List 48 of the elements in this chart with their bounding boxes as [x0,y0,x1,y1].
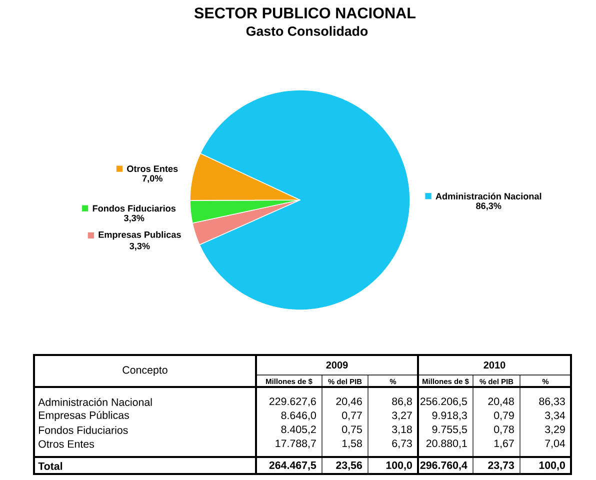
data-label: 0,75 [342,426,362,434]
legend-label: Otros Entes [127,166,178,172]
data-label: 7,0% [142,175,162,183]
data-label: 256.206,5 [420,398,467,406]
data-label: 8.646,0 [281,412,316,420]
data-label: 20,46 [336,398,362,406]
data-label: 17.788,7 [276,440,316,448]
data-label: 1,67 [494,440,514,448]
category-label: Administración Nacional [38,398,152,406]
data-label: 0,77 [342,412,362,420]
legend-label: Administración Nacional [436,192,542,200]
data-label: 0,78 [494,426,514,434]
data-label: 3,18 [392,426,412,434]
data-label: 23,73 [488,461,514,471]
category-label: Empresas Públicas [38,410,129,422]
category-label: Total [38,462,62,470]
data-label: 86,8 [392,398,412,406]
data-label: 20.880,1 [426,440,467,448]
data-label: 3,3% [124,214,144,223]
data-label: 23,56 [336,461,362,471]
data-label: 100,0 [386,461,412,471]
text: 2010 [484,361,506,369]
data-label: 86,3% [476,202,502,210]
data-label: 9.918,3 [432,412,467,420]
data-label: 6,73 [392,440,412,448]
data-label: 1,58 [342,440,362,448]
chart-subtitle: Gasto Consolidado [246,26,368,36]
data-label: 296.760,4 [420,461,468,471]
data-label: 100,0 [539,461,565,471]
data-label: 3,3% [130,242,150,251]
data-label: 0,79 [494,412,514,420]
data-label: 7,04 [545,440,566,448]
text: 2009 [326,361,348,369]
text: Concepto [122,366,168,376]
category-label: Fondos Fiduciarios [38,426,128,434]
data-label: 9.755,5 [432,426,467,434]
data-label: 229.627,6 [269,398,316,406]
data-label: 20,48 [488,398,514,406]
data-label: 3,34 [545,412,566,420]
data-label: 8.405,2 [281,426,316,434]
data-label: 264.467,5 [269,461,316,471]
legend-label: Fondos Fiduciarios [92,204,176,212]
data-label: 3,29 [545,426,565,434]
data-label: 3,27 [392,412,412,420]
chart-title: SECTOR PUBLICO NACIONAL [194,8,416,18]
data-label: 86,33 [539,398,565,406]
legend-label: Empresas Publicas [98,231,181,240]
category-label: Otros Entes [38,440,94,448]
